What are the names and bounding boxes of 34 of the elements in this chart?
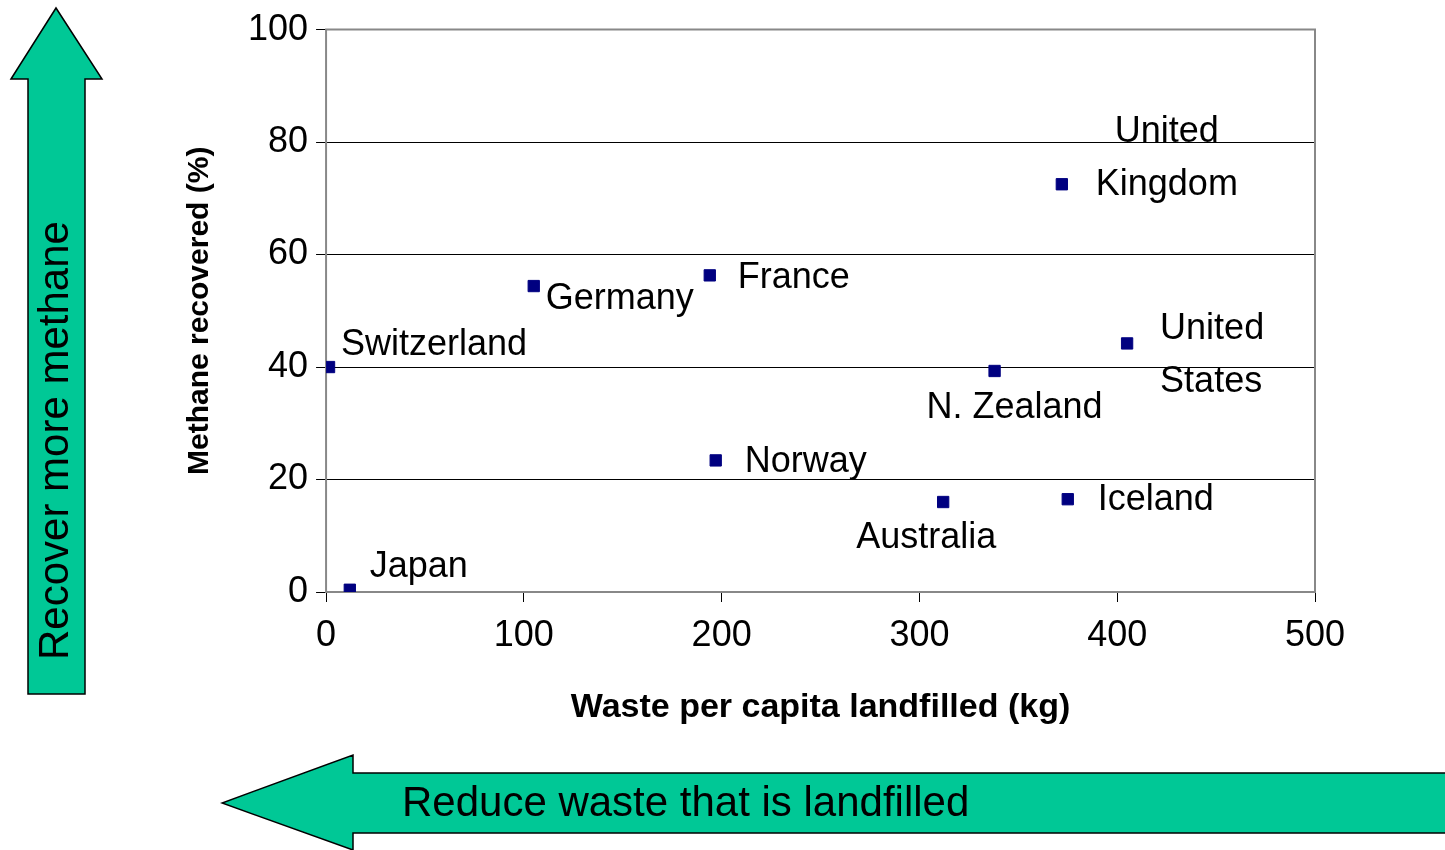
y-tick-label: 60 — [268, 231, 309, 273]
point — [527, 279, 540, 293]
y-axis-title: Methane recovered (%) — [181, 146, 215, 476]
x-tick-label: 0 — [316, 612, 337, 654]
annotation: United Kingdom — [1095, 109, 1238, 204]
point — [1061, 493, 1074, 506]
x-tick-label: 100 — [493, 612, 554, 654]
point — [1055, 178, 1068, 191]
point — [709, 454, 722, 467]
x-tick-label: 200 — [691, 612, 752, 654]
y-tick-label: 20 — [268, 456, 309, 498]
x-tick-label: 300 — [889, 612, 950, 654]
y-tick-label: 100 — [247, 6, 309, 48]
y-tick-label: 40 — [268, 343, 309, 385]
point — [937, 495, 950, 509]
annotation: N. Zealand — [926, 384, 1103, 426]
y-tick-label: 0 — [288, 568, 309, 610]
annotation: Switzerland — [341, 321, 528, 363]
annotation: United States — [1160, 306, 1265, 401]
x-tick-label: 400 — [1087, 612, 1148, 654]
annotation: Australia — [856, 514, 998, 556]
annotation: Iceland — [1097, 477, 1214, 519]
point — [1120, 337, 1134, 350]
text: Recover more methane — [30, 221, 78, 660]
annotation: Japan — [369, 543, 468, 585]
point — [988, 364, 1001, 378]
annotation: France — [737, 255, 850, 297]
x-tick-label: 500 — [1284, 612, 1346, 654]
text: Reduce waste that is landfilled — [402, 778, 970, 826]
x-axis-title: Waste per capita landfilled (kg) — [570, 685, 1071, 724]
point — [703, 269, 716, 282]
y-tick-label: 80 — [268, 119, 309, 160]
annotation: Germany — [545, 275, 694, 317]
annotation: Norway — [744, 439, 867, 481]
